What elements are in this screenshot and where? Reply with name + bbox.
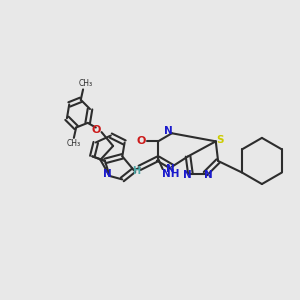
Text: NH: NH	[162, 169, 179, 179]
Text: H: H	[132, 166, 140, 176]
Text: CH₃: CH₃	[67, 139, 81, 148]
Text: S: S	[217, 135, 224, 145]
Text: N: N	[103, 169, 112, 179]
Text: O: O	[91, 125, 101, 135]
Text: N: N	[182, 170, 191, 180]
Text: CH₃: CH₃	[78, 79, 92, 88]
Text: N: N	[205, 170, 213, 180]
Text: N: N	[164, 126, 173, 136]
Text: N: N	[167, 164, 175, 174]
Text: O: O	[136, 136, 146, 146]
